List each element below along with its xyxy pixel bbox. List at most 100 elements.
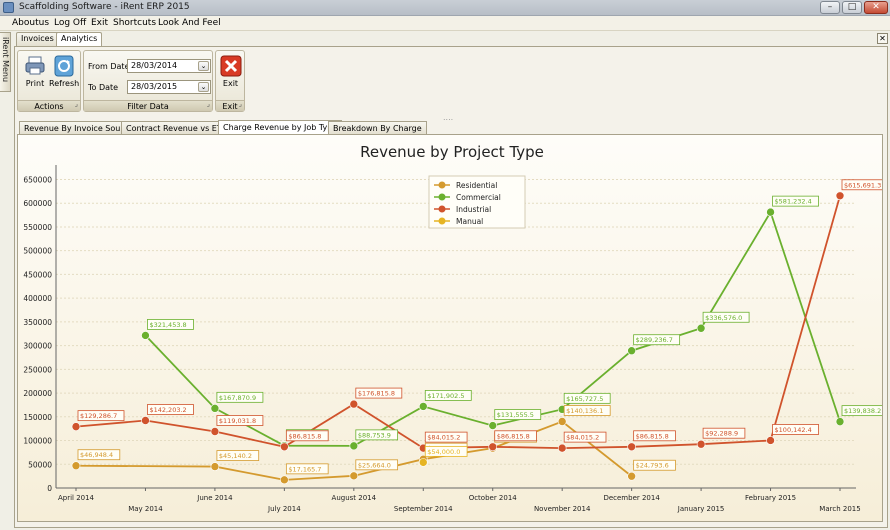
chevron-down-icon[interactable]: ⌄ bbox=[198, 82, 209, 92]
launcher-icon[interactable]: ⌟ bbox=[74, 100, 78, 108]
y-tick-label: 150000 bbox=[23, 413, 52, 422]
chart-legend: Residential Commercial Industrial Manual bbox=[428, 175, 526, 229]
y-tick-label: 550000 bbox=[23, 223, 52, 232]
minimize-button[interactable]: – bbox=[820, 1, 840, 14]
data-label: $615,691.3 bbox=[841, 179, 889, 191]
app-icon bbox=[3, 2, 14, 13]
data-label: $167,870.9 bbox=[216, 391, 264, 403]
ribbon-group-actions: Print Refresh Actions ⌟ bbox=[17, 50, 81, 112]
refresh-button[interactable]: Refresh bbox=[49, 55, 79, 88]
launcher-icon[interactable]: ⌟ bbox=[206, 100, 210, 108]
tab-revenue-by-invoice-source[interactable]: Revenue By Invoice Source bbox=[19, 121, 138, 135]
data-label-box bbox=[494, 409, 542, 420]
menu-shortcuts[interactable]: Shortcuts bbox=[113, 18, 157, 28]
data-point bbox=[349, 399, 359, 409]
ribbon-resize-grip[interactable]: .... bbox=[443, 113, 454, 122]
data-label-box bbox=[633, 334, 681, 346]
data-point bbox=[349, 471, 359, 481]
side-menu-label: iRent Menu bbox=[1, 37, 10, 83]
data-label-text: $54,000.0 bbox=[427, 448, 460, 456]
data-label-box bbox=[424, 390, 472, 401]
tab-charge-revenue-by-job-type[interactable]: Charge Revenue by Job Type bbox=[218, 120, 343, 135]
tab-analytics-label: Analytics bbox=[61, 34, 98, 43]
data-label-text: $176,815.8 bbox=[358, 390, 395, 398]
data-label-text: $24,793.6 bbox=[636, 462, 669, 470]
tab-breakdown-by-charge[interactable]: Breakdown By Charge bbox=[328, 121, 427, 135]
data-point bbox=[696, 323, 706, 333]
data-point bbox=[210, 427, 220, 436]
data-label-box bbox=[702, 427, 746, 439]
title-bar: Scaffolding Software - iRent ERP 2015 – … bbox=[0, 0, 890, 16]
y-tick-label: 250000 bbox=[23, 365, 52, 374]
data-label-box bbox=[563, 392, 611, 404]
to-date-picker[interactable]: 28/03/2015 ⌄ bbox=[127, 80, 211, 94]
launcher-icon[interactable]: ⌟ bbox=[238, 100, 242, 108]
exit-button[interactable]: Exit bbox=[218, 55, 243, 88]
legend-swatch-dot bbox=[438, 193, 446, 201]
menu-log-off[interactable]: Log Off bbox=[54, 18, 87, 28]
data-label-text: $100,142.4 bbox=[775, 426, 812, 434]
legend-swatch-dot bbox=[438, 217, 446, 225]
data-label: $289,236.7 bbox=[633, 334, 681, 346]
series-manual bbox=[418, 458, 428, 467]
data-point bbox=[71, 461, 81, 471]
tab-label: Contract Revenue vs ETC bbox=[126, 124, 227, 133]
y-tick-label: 650000 bbox=[23, 175, 52, 184]
data-point bbox=[141, 331, 150, 340]
data-label-box bbox=[216, 415, 264, 426]
menu-exit[interactable]: Exit bbox=[91, 18, 109, 28]
data-label-box bbox=[216, 450, 260, 461]
tab-contract-revenue-vs-etc[interactable]: Contract Revenue vs ETC bbox=[121, 121, 232, 135]
close-button[interactable]: ✕ bbox=[864, 1, 888, 14]
data-label: $25,664.0 bbox=[355, 459, 399, 471]
data-label-text: $336,576.0 bbox=[705, 314, 742, 322]
data-label-box bbox=[355, 459, 399, 471]
data-label: $142,203.2 bbox=[147, 404, 194, 415]
x-tick-label: July 2014 bbox=[267, 505, 301, 513]
data-label-box bbox=[702, 311, 750, 323]
chevron-down-icon[interactable]: ⌄ bbox=[198, 61, 209, 71]
from-date-picker[interactable]: 28/03/2014 ⌄ bbox=[127, 59, 211, 73]
data-point bbox=[71, 422, 81, 431]
data-point bbox=[349, 441, 359, 451]
data-label-text: $581,232.4 bbox=[775, 198, 812, 206]
data-label-box bbox=[772, 424, 819, 435]
data-point bbox=[210, 462, 220, 471]
data-label-box bbox=[355, 387, 403, 399]
exit-label: Exit bbox=[222, 79, 239, 88]
data-label-text: $129,286.7 bbox=[80, 412, 117, 420]
legend-label: Manual bbox=[456, 217, 483, 226]
y-tick-label: 600000 bbox=[23, 199, 52, 208]
data-label: $171,902.5 bbox=[424, 390, 472, 401]
close-tab-icon[interactable]: ✕ bbox=[877, 33, 888, 44]
x-tick-label: December 2014 bbox=[603, 494, 660, 502]
data-label-text: $17,165.7 bbox=[288, 465, 321, 473]
print-button[interactable]: Print bbox=[21, 55, 49, 88]
maximize-button[interactable]: □ bbox=[842, 1, 862, 14]
x-tick-label: February 2015 bbox=[745, 494, 796, 502]
data-label-box bbox=[77, 410, 125, 422]
data-label-text: $289,236.7 bbox=[636, 336, 673, 344]
data-label-text: $84,015.2 bbox=[427, 434, 460, 442]
tab-analytics[interactable]: Analytics bbox=[56, 32, 103, 47]
data-label: $336,576.0 bbox=[702, 311, 750, 323]
data-point bbox=[627, 346, 636, 356]
data-point bbox=[418, 458, 428, 467]
side-menu-tab[interactable]: iRent Menu bbox=[0, 32, 11, 92]
chart-panel: Revenue by Project Type 0 50000 100000 1500… bbox=[17, 134, 889, 522]
x-tick-label: March 2015 bbox=[819, 505, 860, 513]
menu-look-and-feel[interactable]: Look And Feel bbox=[158, 18, 221, 28]
legend-swatch-dot bbox=[438, 205, 446, 213]
data-label: $92,288.9 bbox=[702, 427, 746, 439]
tab-invoices[interactable]: Invoices bbox=[16, 32, 59, 46]
y-tick-label: 300000 bbox=[23, 342, 52, 351]
y-tick-label: 0 bbox=[47, 484, 52, 493]
ribbon-group-filter: From Date 28/03/2014 ⌄ To Date 28/03/201… bbox=[83, 50, 213, 112]
legend-label: Commercial bbox=[456, 193, 501, 202]
data-label-text: $45,140.2 bbox=[219, 452, 252, 460]
menu-aboutus[interactable]: Aboutus bbox=[12, 18, 50, 28]
data-label: $140,136.1 bbox=[563, 405, 611, 416]
data-label-text: $119,031.8 bbox=[219, 417, 256, 425]
data-label-box bbox=[285, 430, 329, 442]
data-label-box bbox=[494, 430, 537, 442]
